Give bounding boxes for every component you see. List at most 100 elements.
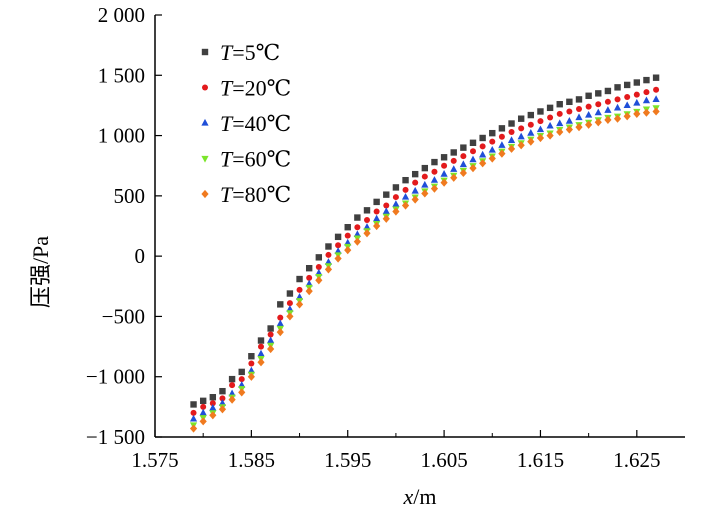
- data-point: [209, 411, 217, 420]
- data-point: [613, 103, 622, 111]
- data-point: [479, 150, 487, 158]
- data-point: [335, 242, 342, 249]
- plot-frame: [154, 15, 685, 438]
- data-point: [324, 265, 333, 274]
- data-point: [190, 401, 197, 408]
- data-point: [633, 109, 641, 118]
- data-point: [364, 216, 370, 223]
- data-point: [633, 98, 641, 106]
- data-point: [459, 160, 467, 168]
- data-point: [430, 176, 439, 183]
- x-tick-label: 1.615: [517, 448, 564, 472]
- data-point: [469, 139, 477, 147]
- data-point: [595, 101, 602, 108]
- data-point: [633, 91, 640, 98]
- legend-label: T=5℃: [220, 40, 280, 65]
- data-point: [219, 395, 226, 402]
- data-point: [189, 414, 198, 422]
- data-point: [238, 376, 245, 383]
- x-tick-label: 1.575: [131, 448, 178, 472]
- series-2: [190, 86, 660, 416]
- data-point: [585, 110, 593, 118]
- data-point: [633, 79, 641, 86]
- data-point: [430, 184, 439, 193]
- series-3: [189, 95, 660, 422]
- data-point: [537, 118, 544, 125]
- data-point: [382, 214, 390, 223]
- series-1: [190, 74, 660, 408]
- data-point: [392, 200, 400, 207]
- y-tick-label: 1 500: [98, 63, 145, 87]
- data-point: [547, 114, 554, 121]
- data-point: [325, 243, 332, 250]
- data-point: [363, 229, 371, 238]
- data-point: [536, 125, 545, 133]
- data-point: [276, 328, 284, 337]
- data-point: [295, 300, 304, 309]
- data-point: [402, 176, 409, 184]
- x-axis-var: x: [403, 484, 414, 509]
- data-point: [247, 372, 255, 381]
- data-point: [392, 207, 400, 216]
- data-point: [353, 230, 361, 238]
- data-point: [229, 382, 236, 389]
- data-point: [459, 168, 467, 178]
- data-point: [334, 233, 342, 241]
- data-point: [498, 133, 505, 140]
- data-point: [614, 84, 621, 91]
- data-point: [344, 238, 352, 246]
- data-point: [305, 265, 313, 272]
- data-point: [498, 149, 506, 158]
- data-point: [248, 353, 255, 360]
- data-point: [344, 224, 351, 231]
- data-point: [238, 388, 246, 397]
- data-point: [421, 164, 429, 172]
- data-point: [613, 114, 622, 123]
- data-point: [392, 194, 399, 201]
- data-point: [228, 375, 236, 383]
- data-point: [585, 120, 593, 129]
- y-tick-label: 1 000: [98, 124, 145, 148]
- data-point: [315, 268, 323, 276]
- data-point: [200, 403, 207, 410]
- data-point: [479, 143, 486, 150]
- data-point: [421, 180, 429, 188]
- data-point: [546, 104, 554, 112]
- x-tick-label: 1.625: [613, 448, 660, 472]
- data-point: [517, 141, 525, 150]
- data-point: [325, 251, 332, 258]
- data-point: [498, 125, 506, 132]
- data-point: [315, 276, 323, 285]
- data-point: [440, 178, 448, 187]
- data-point: [450, 157, 457, 164]
- data-point: [450, 165, 458, 172]
- data-point: [652, 74, 660, 81]
- data-point: [373, 214, 381, 222]
- data-point: [469, 155, 477, 163]
- legend-label: T=80℃: [220, 182, 291, 207]
- data-point: [257, 337, 265, 344]
- data-point: [594, 108, 602, 116]
- data-point: [238, 381, 246, 388]
- data-points: [189, 74, 660, 433]
- data-point: [286, 305, 294, 312]
- data-point: [595, 90, 602, 97]
- data-point: [643, 76, 650, 84]
- data-point: [575, 96, 583, 103]
- data-point: [296, 286, 303, 293]
- y-axis-title: 压强/Pa: [28, 236, 53, 308]
- data-point: [354, 214, 361, 221]
- data-point: [517, 132, 525, 140]
- data-point: [431, 168, 438, 175]
- data-point: [507, 136, 516, 143]
- x-axis-unit: /m: [413, 484, 436, 509]
- data-point: [199, 417, 207, 426]
- data-point: [546, 121, 554, 129]
- data-point: [373, 208, 380, 215]
- data-point: [488, 145, 496, 153]
- data-point: [209, 403, 217, 411]
- x-axis-ticks: 1.575 1.585 1.595 1.605 1.615 1.625: [131, 430, 660, 472]
- data-point: [315, 263, 322, 270]
- data-point: [470, 148, 476, 155]
